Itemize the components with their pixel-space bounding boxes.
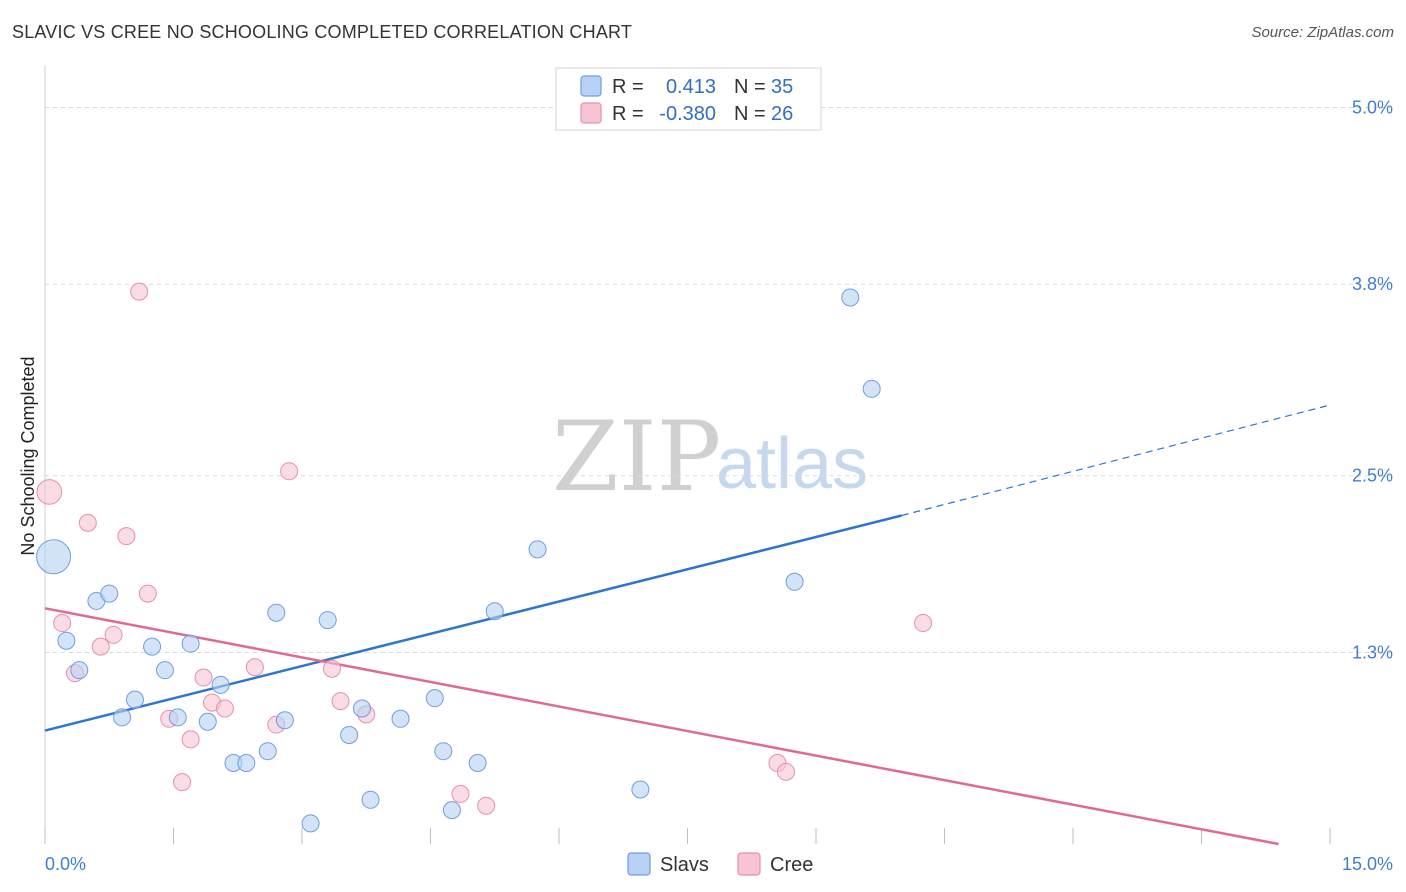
bottom-legend-cree-swatch (737, 852, 761, 876)
cree-point (91, 637, 110, 656)
slavs-point (237, 753, 256, 772)
slavs-point (528, 540, 547, 559)
y-tick-label: 5.0% (1352, 97, 1393, 117)
cree-point (280, 462, 299, 481)
cree-point (331, 692, 350, 711)
legend-slavs-r-label: R = (612, 76, 644, 98)
grid (45, 106, 1392, 653)
cree-point (215, 699, 234, 718)
slavs-point (318, 611, 337, 630)
slavs-point (100, 584, 119, 603)
slavs-point (301, 814, 320, 833)
cree-point (138, 584, 157, 603)
legend-cree-r-label: R = (612, 103, 644, 125)
legend-cree-n-label: N = (734, 103, 766, 125)
slavs-point (631, 780, 650, 799)
slavs-point (70, 661, 89, 680)
slavs-point (143, 637, 162, 656)
cree-point (130, 282, 149, 301)
axes: 1.3% 2.5% 3.8% 5.0% 0.0% 15.0% (44, 66, 1393, 874)
slavs-point (352, 699, 371, 718)
slavs-point (57, 631, 76, 650)
slavs-point (168, 708, 187, 727)
slavs-point (155, 661, 174, 680)
legend-cree-swatch (580, 102, 602, 124)
watermark-atlas: atlas (716, 424, 868, 504)
cree-point (36, 479, 63, 505)
legend-slavs-swatch (580, 75, 602, 97)
y-tick-label: 2.5% (1352, 466, 1393, 486)
slavs-point (434, 742, 453, 761)
slavs-point (468, 753, 487, 772)
legend-slavs-r-value: 0.413 (666, 76, 716, 98)
slavs-point (258, 742, 277, 761)
slavs-point (267, 603, 286, 622)
slavs-point (785, 572, 804, 591)
slavs-point (361, 790, 380, 809)
cree-trend-line (44, 607, 1279, 846)
legend-slavs-n-value: 35 (771, 76, 793, 98)
y-axis-label: No Schooling Completed (18, 356, 38, 555)
cree-point (104, 625, 123, 644)
slavs-point (340, 725, 359, 744)
cree-point (117, 527, 136, 546)
slavs-point (485, 602, 504, 621)
cree-point (245, 658, 264, 677)
cree-point (181, 730, 200, 749)
legend-cree-r-value: -0.380 (659, 103, 716, 125)
slavs-point (36, 539, 72, 575)
cree-point (173, 773, 192, 792)
slavs-point (442, 801, 461, 820)
slavs-point (181, 634, 200, 653)
slavs-trend-line-extension (901, 404, 1331, 517)
bottom-legend-slavs-swatch (627, 852, 651, 876)
slavs-point (425, 689, 444, 708)
bottom-legend-cree-label: Cree (770, 854, 813, 876)
watermark-zip: ZIP (552, 401, 721, 513)
slavs-point (841, 288, 860, 307)
legend-slavs-n-label: N = (734, 76, 766, 98)
slavs-trend-line (44, 514, 902, 732)
y-tick-label: 1.3% (1352, 643, 1393, 663)
cree-point (477, 796, 496, 815)
cree-point (914, 614, 933, 633)
chart-title: SLAVIC VS CREE NO SCHOOLING COMPLETED CO… (12, 22, 633, 42)
slavs-point (862, 379, 881, 398)
cree-point (78, 513, 97, 532)
slavs-point (113, 708, 132, 727)
correlation-legend: R = 0.413 N = 35 R = -0.380 N = 26 (555, 67, 822, 131)
cree-point (322, 659, 341, 678)
trend-lines (44, 404, 1331, 846)
legend-cree-n-value: 26 (771, 103, 793, 125)
cree-point (53, 614, 72, 633)
x-tick-label: 15.0% (1342, 854, 1393, 874)
watermark: ZIP atlas (552, 401, 868, 513)
cree-point (451, 784, 470, 803)
slavs-point (211, 675, 230, 694)
source-label: Source: ZipAtlas.com (1251, 24, 1394, 41)
series-legend: Slavs Cree (627, 852, 813, 876)
points (36, 98, 933, 833)
slavs-point (125, 690, 144, 709)
slavs-point (275, 711, 294, 730)
y-tick-label: 3.8% (1352, 274, 1393, 294)
slavs-point (198, 712, 217, 731)
x-tick-label: 0.0% (45, 854, 86, 874)
slavs-point (391, 709, 410, 728)
bottom-legend-slavs-label: Slavs (660, 854, 709, 876)
cree-point (777, 762, 796, 781)
cree-point (194, 668, 213, 687)
